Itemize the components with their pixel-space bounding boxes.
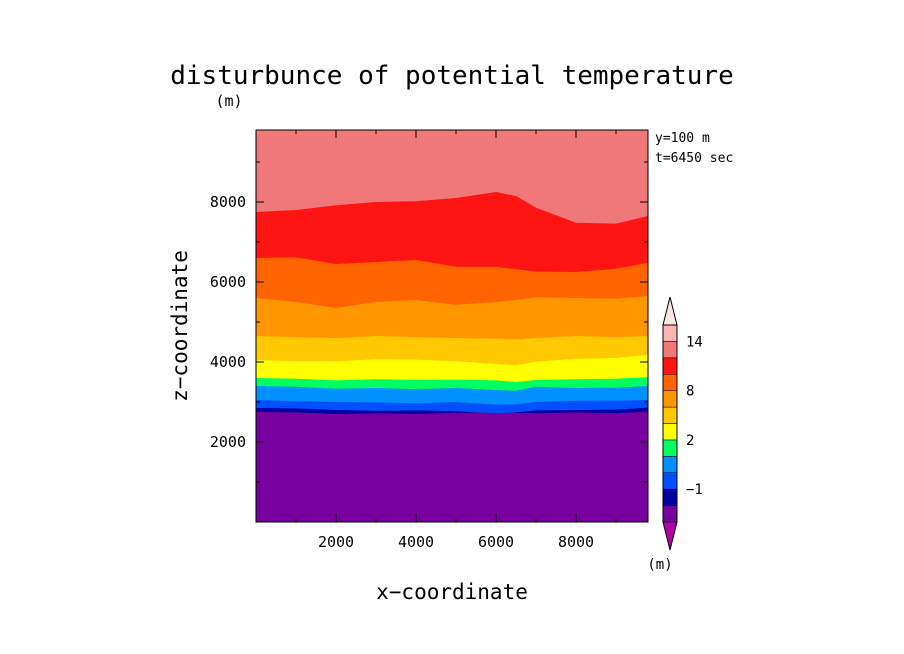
colorbar-segment [662,324,678,342]
x-tick-label: 6000 [478,533,514,551]
annotation-t: t=6450 sec [655,151,733,166]
colorbar-segment [662,357,678,375]
colorbar-segment [662,406,678,424]
colorbar-segment [662,472,678,490]
colorbar-frame [662,324,678,523]
x-axis-label: x−coordinate [376,580,528,604]
colorbar-segment [662,374,678,391]
colorbar-tick-label: 8 [686,384,694,400]
y-tick-label: 6000 [210,273,246,291]
colorbar-segment [662,505,678,523]
x-tick-label: 8000 [558,533,594,551]
colorbar-segment [662,488,678,506]
colorbar-segment [662,423,678,441]
colorbar-unit: (m) [647,557,672,573]
colorbar-segment [662,456,678,474]
y-tick-label: 8000 [210,193,246,211]
colorbar-tick-label: 2 [686,433,694,449]
y-tick-label: 4000 [210,353,246,371]
colorbar-arrow-max [662,296,678,326]
contour-fills [256,130,648,522]
colorbar-segment [662,390,678,408]
title-unit: (m) [215,92,242,110]
colorbar-arrow-min [662,521,678,551]
x-tick-label: 2000 [318,533,354,551]
colorbar-segment [662,341,678,359]
colorbar-tick-label: −1 [686,482,703,498]
y-axis-label: z−coordinate [168,250,192,402]
colorbar-segment [662,439,678,457]
chart-title: disturbunce of potential temperature [170,61,734,91]
band-12 [256,130,648,224]
colorbar: −1 2 8 14 [662,296,703,551]
plot-frame [255,129,649,523]
axis-ticks: 2000 4000 6000 8000 2000 4000 6000 8000 [210,130,648,551]
x-tick-label: 4000 [398,533,434,551]
annotation-y: y=100 m [655,131,710,146]
colorbar-tick-label: 14 [686,334,703,350]
y-tick-label: 2000 [210,433,246,451]
